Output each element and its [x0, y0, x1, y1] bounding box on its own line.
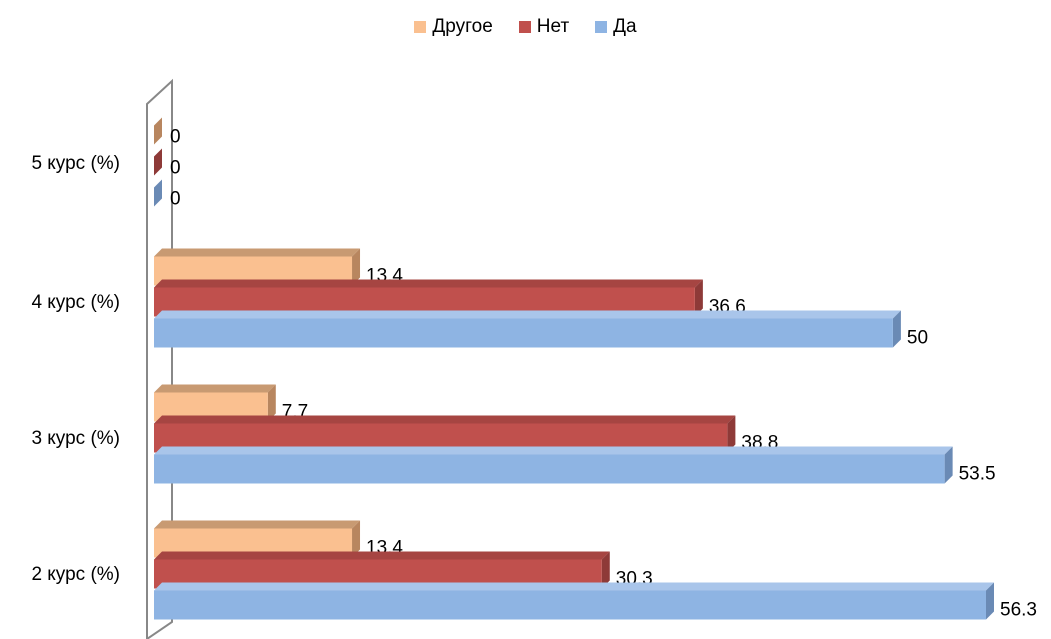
legend-swatch [595, 21, 608, 33]
bar-да [154, 454, 945, 484]
bar-top [154, 446, 953, 455]
category-label: 3 курс (%) [31, 428, 120, 449]
bar-side [601, 551, 610, 589]
bar-side [694, 279, 703, 317]
bar-top [154, 384, 276, 393]
bar-да [154, 590, 986, 620]
bar-top [154, 582, 994, 591]
bar-side [944, 446, 953, 484]
bar-side [727, 415, 736, 453]
legend-item-да: Да [595, 16, 637, 38]
bar-top [154, 520, 361, 529]
bar-top [154, 310, 901, 319]
data-label: 56.3 [1000, 600, 1037, 621]
legend-label: Нет [536, 16, 570, 37]
bar-нет [154, 148, 162, 176]
legend-label: Другое [432, 16, 493, 37]
bar-другое [154, 117, 162, 145]
bar-да [154, 318, 893, 348]
data-label: 0 [170, 127, 181, 148]
data-label: 0 [170, 158, 181, 179]
bar-top [154, 248, 361, 257]
bar-side [267, 384, 276, 422]
bar-side [986, 582, 994, 620]
bar-top [154, 551, 610, 560]
bar-top [154, 279, 703, 288]
legend-swatch [518, 21, 531, 33]
category-label: 5 курс (%) [31, 153, 120, 174]
axis-wall [146, 78, 173, 639]
bar-top [154, 415, 736, 424]
legend-item-другое: Другое [414, 16, 493, 38]
legend-label: Да [613, 16, 637, 37]
category-label: 2 курс (%) [31, 564, 120, 585]
bar-side [352, 520, 361, 558]
bar-side [892, 310, 901, 348]
data-label: 53.5 [959, 464, 996, 485]
legend: Другое Нет Да [0, 16, 1051, 38]
data-label: 0 [170, 189, 181, 210]
legend-item-нет: Нет [518, 16, 570, 38]
bar-side [352, 248, 361, 286]
data-label: 50 [907, 328, 928, 349]
bar-да [154, 179, 162, 207]
category-label: 4 курс (%) [31, 292, 120, 313]
legend-swatch [414, 21, 427, 33]
